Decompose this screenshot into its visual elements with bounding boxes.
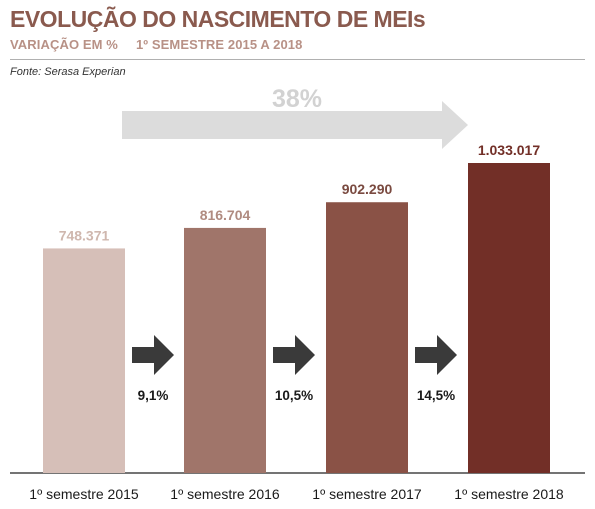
growth-label-3: 14,5% bbox=[417, 388, 455, 403]
category-label-2: 1º semestre 2016 bbox=[170, 486, 280, 502]
bar-value-label-1: 748.371 bbox=[59, 227, 110, 243]
bar-2 bbox=[184, 227, 266, 473]
bar-3 bbox=[326, 202, 408, 473]
bar-4 bbox=[468, 163, 550, 473]
subtitle-variation: VARIAÇÃO EM % bbox=[10, 37, 118, 52]
category-label-4: 1º semestre 2018 bbox=[454, 486, 564, 502]
growth-label-2: 10,5% bbox=[275, 388, 313, 403]
category-label-3: 1º semestre 2017 bbox=[312, 486, 422, 502]
category-label-1: 1º semestre 2015 bbox=[29, 486, 139, 502]
growth-arrow-1 bbox=[132, 335, 174, 375]
header-divider bbox=[10, 59, 585, 60]
growth-arrow-2 bbox=[273, 335, 315, 375]
bars-group: 748.371 1º semestre 2015 816.704 1º semestr… bbox=[29, 142, 564, 502]
growth-arrow-3 bbox=[415, 335, 457, 375]
growth-label-1: 9,1% bbox=[138, 388, 169, 403]
growth-arrows-group: 9,1% 10,5% 14,5% bbox=[132, 335, 457, 403]
bar-value-label-3: 902.290 bbox=[342, 181, 393, 197]
chart-source: Fonte: Serasa Experian bbox=[10, 66, 126, 78]
chart-title: EVOLUÇÃO DO NASCIMENTO DE MEIs bbox=[10, 6, 426, 32]
bar-1 bbox=[43, 248, 125, 473]
total-growth-label: 38% bbox=[272, 85, 322, 113]
bar-value-label-2: 816.704 bbox=[200, 207, 251, 223]
chart-subtitle: VARIAÇÃO EM % 1º SEMESTRE 2015 A 2018 bbox=[10, 37, 302, 52]
total-growth-arrow bbox=[122, 101, 468, 149]
bar-value-label-4: 1.033.017 bbox=[478, 142, 540, 158]
subtitle-period: 1º SEMESTRE 2015 A 2018 bbox=[135, 37, 303, 52]
